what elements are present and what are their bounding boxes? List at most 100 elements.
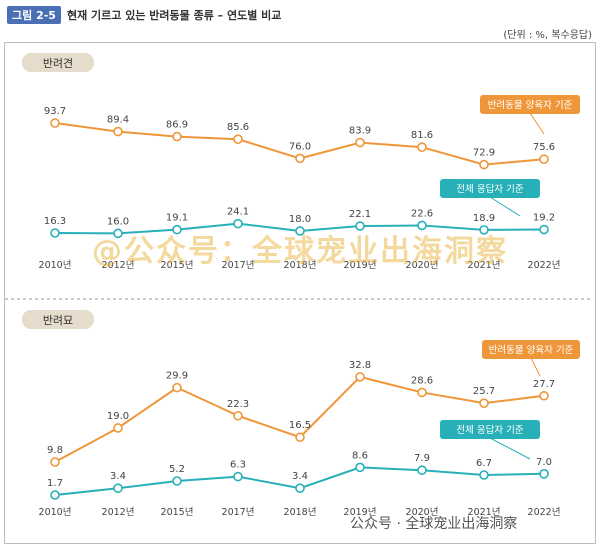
- data-point: [50, 457, 60, 467]
- data-point: [113, 126, 123, 137]
- data-label: 29.9: [166, 371, 188, 382]
- x-tick-label: 2012년: [102, 507, 135, 518]
- data-point: [539, 390, 549, 401]
- data-point: [172, 382, 182, 393]
- data-point: [50, 228, 60, 238]
- data-label: 85.6: [227, 122, 249, 133]
- data-point: [417, 387, 427, 398]
- data-point: [113, 423, 123, 433]
- legend-label-all: 전체 응답자 기준: [456, 424, 523, 436]
- x-tick-label: 2022년: [528, 507, 561, 518]
- data-point: [233, 471, 243, 482]
- x-tick-label: 2018년: [284, 507, 317, 518]
- data-point: [50, 118, 60, 128]
- figure-title: 현재 기르고 있는 반려동물 종류 – 연도별 비교: [66, 9, 282, 22]
- data-label: 1.7: [47, 478, 63, 489]
- data-label: 32.8: [349, 360, 371, 371]
- x-tick-label: 2021년: [468, 507, 501, 518]
- data-label: 16.0: [107, 216, 129, 227]
- figure-title-row: 그림 2-5 현재 기르고 있는 반려동물 종류 – 연도별 비교: [7, 6, 281, 24]
- figure-tag: 그림 2-5: [7, 6, 61, 24]
- data-label: 76.0: [289, 141, 311, 152]
- data-label: 7.9: [414, 453, 430, 464]
- data-point: [539, 468, 549, 479]
- data-label: 93.7: [44, 106, 66, 117]
- legend-label-owner: 반려동물 양육자 기준: [489, 344, 574, 356]
- x-tick-label: 2019년: [344, 260, 377, 271]
- data-point: [233, 410, 243, 421]
- data-label: 22.3: [227, 399, 249, 410]
- data-point: [113, 483, 123, 494]
- data-point: [172, 476, 182, 486]
- data-label: 24.1: [227, 207, 249, 218]
- panel-label-pill: [22, 53, 94, 72]
- legend-label-owner: 반려동물 양육자 기준: [488, 99, 573, 111]
- data-point: [233, 218, 243, 229]
- data-label: 28.6: [411, 375, 433, 386]
- x-tick-label: 2010년: [39, 507, 72, 518]
- data-point: [355, 462, 365, 473]
- legend-leader-line: [489, 196, 521, 217]
- data-label: 8.6: [352, 450, 368, 461]
- data-label: 18.0: [289, 214, 311, 225]
- data-point: [417, 142, 427, 152]
- x-tick-label: 2017년: [222, 260, 255, 271]
- data-label: 3.4: [292, 471, 308, 482]
- data-label: 19.2: [533, 213, 555, 224]
- legend-box-owner: [482, 340, 580, 359]
- data-label: 89.4: [107, 115, 129, 126]
- data-point: [479, 398, 489, 408]
- legend-leader-line: [489, 437, 531, 460]
- x-tick-label: 2015년: [161, 260, 194, 271]
- x-tick-label: 2021년: [468, 260, 501, 271]
- data-label: 27.7: [533, 379, 555, 390]
- unit-note: (단위 : %, 복수응답): [503, 30, 592, 41]
- x-tick-label: 2015년: [161, 507, 194, 518]
- data-label: 7.0: [536, 457, 552, 468]
- data-label: 16.5: [289, 420, 311, 431]
- data-point: [355, 221, 365, 231]
- data-point: [417, 465, 427, 476]
- legend-box-all: [440, 179, 540, 198]
- data-point: [295, 432, 305, 443]
- data-label: 9.8: [47, 445, 63, 456]
- x-tick-label: 2012년: [102, 260, 135, 271]
- legend-box-all: [440, 420, 540, 439]
- data-point: [355, 137, 365, 148]
- data-point: [113, 228, 123, 239]
- data-label: 25.7: [473, 386, 495, 397]
- data-label: 22.1: [349, 209, 371, 220]
- x-tick-label: 2020년: [406, 507, 439, 518]
- footer-mark: 公众号 · 全球宠业出海洞察: [350, 516, 518, 532]
- x-tick-label: 2019년: [344, 507, 377, 518]
- data-label: 19.0: [107, 411, 129, 422]
- data-point: [479, 470, 489, 480]
- panel-dog: 반려견 2010년 2012년 2015년 2017년 2018년 2019년 2020년 20…: [22, 53, 580, 271]
- data-point: [417, 220, 427, 231]
- legend-box-owner: [480, 95, 580, 114]
- panel-cat: 반려묘 2010년 2012년 2015년 2017년 2018년 2019년 2020년 20…: [22, 310, 580, 518]
- data-point: [172, 131, 182, 142]
- x-tick-label: 2018년: [284, 260, 317, 271]
- data-label: 16.3: [44, 216, 66, 227]
- panel-label-pill: [22, 310, 94, 329]
- x-tick-label: 2010년: [39, 260, 72, 271]
- data-label: 75.6: [533, 142, 555, 153]
- data-label: 3.4: [110, 471, 126, 482]
- data-label: 6.3: [230, 460, 246, 471]
- data-point: [295, 226, 305, 236]
- data-point: [539, 224, 549, 235]
- data-label: 22.6: [411, 208, 433, 219]
- data-label: 6.7: [476, 458, 492, 469]
- panel-label: 반려견: [43, 57, 73, 70]
- legend-leader-line: [530, 357, 541, 377]
- data-point: [355, 372, 365, 382]
- data-label: 19.1: [166, 213, 188, 224]
- x-tick-label: 2017년: [222, 507, 255, 518]
- data-point: [50, 490, 60, 500]
- data-point: [479, 225, 489, 235]
- panel-label: 반려묘: [43, 314, 73, 327]
- data-label: 18.9: [473, 213, 495, 224]
- data-label: 72.9: [473, 148, 495, 159]
- data-point: [233, 134, 243, 144]
